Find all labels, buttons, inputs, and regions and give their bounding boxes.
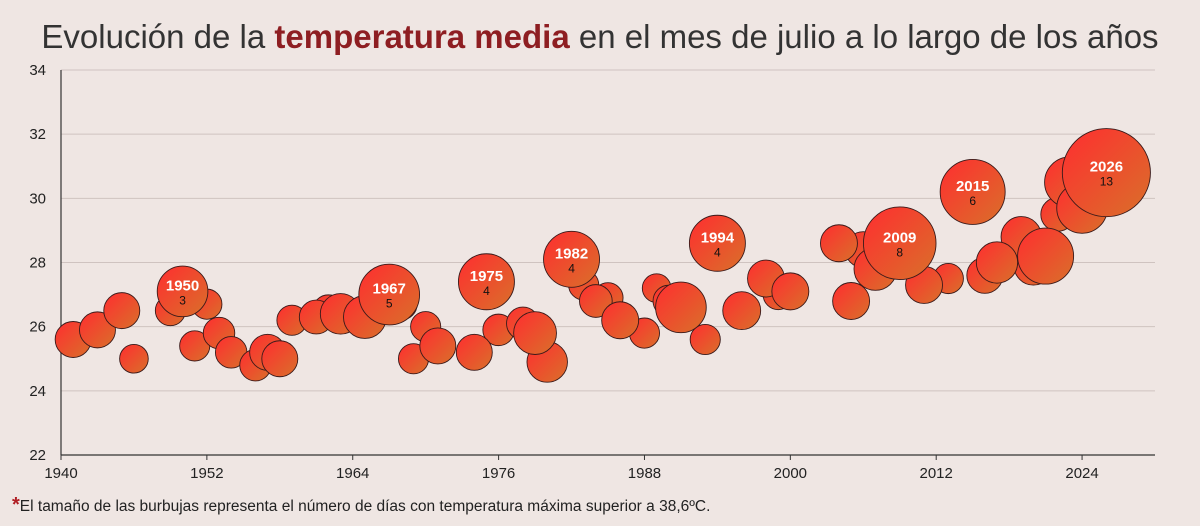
bubble-days-label: 8 <box>896 245 903 259</box>
bubble-2026 <box>1061 128 1151 218</box>
bubble-year-label: 1994 <box>701 229 735 246</box>
y-tick-label: 32 <box>29 126 46 143</box>
bubble-1993 <box>689 323 721 356</box>
bubble-2005 <box>832 282 871 320</box>
bubble-2017 <box>975 241 1019 284</box>
y-tick-label: 22 <box>29 447 46 464</box>
bubble-2000 <box>771 272 810 311</box>
bubble-days-label: 5 <box>386 297 393 311</box>
bubble-1946 <box>119 343 149 374</box>
footnote-star: * <box>12 494 20 516</box>
bubble-2004 <box>820 224 858 263</box>
bubble-days-label: 4 <box>568 261 575 275</box>
title-pre: Evolución de la <box>41 18 275 55</box>
bubble-year-label: 2015 <box>956 178 989 195</box>
y-tick-label: 34 <box>29 62 46 79</box>
x-tick-label: 2024 <box>1065 465 1098 482</box>
bubble-year-label: 2009 <box>883 229 916 246</box>
bubble-year-label: 2026 <box>1090 159 1123 176</box>
bubble-year-label: 1982 <box>555 245 588 262</box>
bubble-1950 <box>156 265 209 318</box>
y-tick-label: 28 <box>29 255 46 272</box>
bubble-1994 <box>688 214 746 272</box>
bubble-days-label: 4 <box>483 284 490 298</box>
footnote-text: El tamaño de las burbujas representa el … <box>19 498 711 515</box>
bubbles <box>54 128 1151 383</box>
bubble-1974 <box>455 333 493 371</box>
bubble-days-label: 13 <box>1100 175 1114 189</box>
bubble-1967 <box>358 263 421 326</box>
y-tick-label: 24 <box>29 383 46 400</box>
bubble-1996 <box>722 291 762 331</box>
bubble-1971 <box>419 327 457 365</box>
x-tick-label: 1976 <box>482 465 515 482</box>
bubble-year-label: 1950 <box>166 277 199 294</box>
bubble-1979 <box>513 311 557 355</box>
title-post: en el mes de julio a lo largo de los año… <box>569 18 1159 55</box>
x-tick-label: 2000 <box>774 465 807 482</box>
x-tick-label: 2012 <box>920 465 953 482</box>
bubble-labels: 1950319675197541982419944200982015620261… <box>166 159 1123 311</box>
chart-title: Evolución de la temperatura media en el … <box>0 18 1200 56</box>
x-tick-label: 1988 <box>628 465 661 482</box>
bubble-2021 <box>1017 227 1075 285</box>
bubble-year-label: 1975 <box>470 268 503 285</box>
x-tick-label: 1940 <box>44 465 77 482</box>
bubble-days-label: 6 <box>969 194 976 208</box>
bubble-1986 <box>601 301 640 340</box>
bubble-2015 <box>939 158 1006 225</box>
footnote: *El tamaño de las burbujas representa el… <box>12 494 710 517</box>
y-tick-label: 26 <box>29 319 46 336</box>
bubble-1945 <box>103 292 141 330</box>
y-tick-label: 30 <box>29 190 46 207</box>
bubble-days-label: 4 <box>714 245 721 259</box>
x-tick-label: 1952 <box>190 465 223 482</box>
bubble-1958 <box>261 340 299 378</box>
x-tick-label: 1964 <box>336 465 369 482</box>
bubble-year-label: 1967 <box>373 281 406 298</box>
bubble-days-label: 3 <box>179 293 186 307</box>
title-highlight: temperatura media <box>274 18 570 55</box>
bubble-2009 <box>862 206 937 280</box>
bubble-1991 <box>655 281 707 334</box>
bubble-1975 <box>457 253 515 311</box>
bubble-1984 <box>579 284 613 318</box>
bubble-1982 <box>543 230 600 288</box>
